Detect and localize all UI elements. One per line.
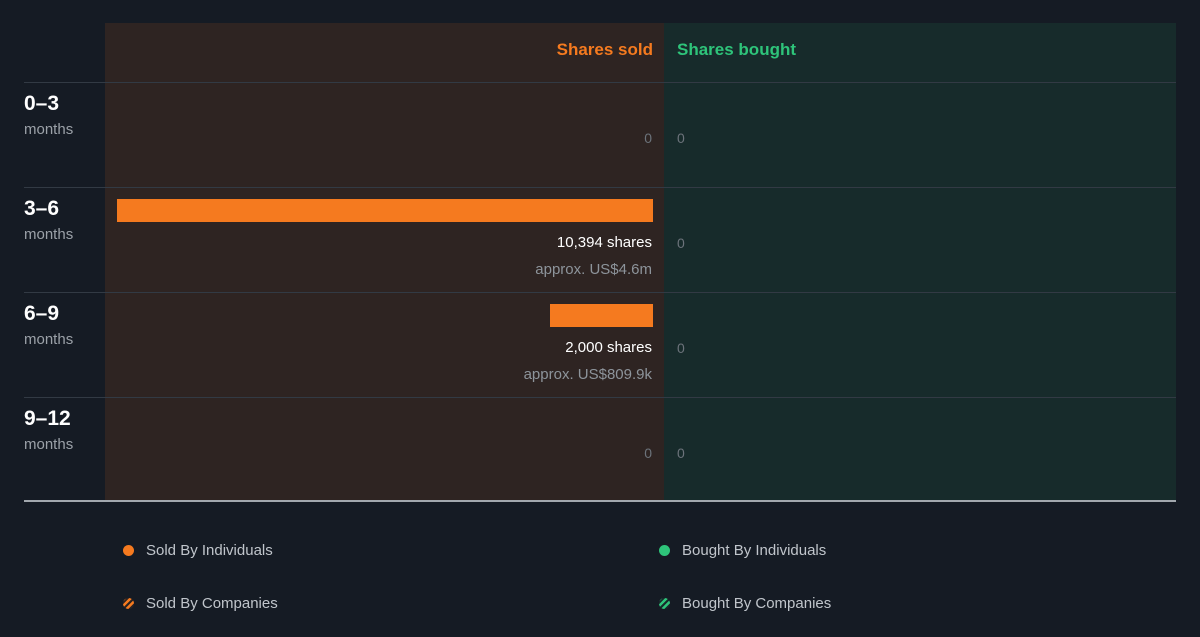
shares-bought-header: Shares bought: [677, 40, 797, 59]
period-unit: months: [24, 121, 74, 138]
sold-shares-label-3-6: 10,394 shares: [556, 234, 652, 251]
period-label-3-6: 3–6 months: [24, 196, 73, 244]
period-range: 6–9: [24, 302, 60, 325]
period-range: 0–3: [24, 92, 60, 115]
shares-sold-panel: [105, 23, 664, 501]
legend-label: Sold By Companies: [146, 595, 278, 612]
sold-bar-3-6: [117, 199, 653, 222]
period-unit: months: [24, 436, 74, 453]
legend-label: Bought By Individuals: [682, 542, 827, 559]
orange-dot-icon: [123, 545, 134, 556]
period-range: 9–12: [24, 407, 71, 430]
bought-value-0-3: 0: [677, 130, 685, 146]
sold-value-0-3: 0: [644, 130, 652, 146]
chart-baseline: [24, 500, 1176, 502]
legend-sold-by-companies: Sold By Companies: [123, 595, 278, 612]
legend-label: Bought By Companies: [682, 595, 832, 612]
row-divider: [24, 187, 1176, 188]
period-unit: months: [24, 226, 74, 243]
shares-bought-panel: [664, 23, 1176, 501]
period-label-9-12: 9–12 months: [24, 406, 73, 454]
green-dot-icon: [659, 545, 670, 556]
period-range: 3–6: [24, 197, 60, 220]
legend-bought-by-individuals: Bought By Individuals: [659, 542, 826, 559]
shares-sold-header: Shares sold: [556, 40, 653, 59]
legend-sold-by-individuals: Sold By Individuals: [123, 542, 273, 559]
legend-label: Sold By Individuals: [146, 542, 273, 559]
bought-value-3-6: 0: [677, 235, 685, 251]
row-divider: [24, 397, 1176, 398]
orange-striped-dot-icon: [123, 598, 134, 609]
bought-value-9-12: 0: [677, 445, 685, 461]
green-striped-dot-icon: [659, 598, 670, 609]
sold-bar-6-9: [550, 304, 653, 327]
period-label-6-9: 6–9 months: [24, 301, 73, 349]
bought-value-6-9: 0: [677, 340, 685, 356]
row-divider: [24, 292, 1176, 293]
row-divider: [24, 82, 1176, 83]
sold-value-9-12: 0: [644, 445, 652, 461]
sold-shares-label-6-9: 2,000 shares: [565, 339, 652, 356]
sold-approx-label-3-6: approx. US$4.6m: [535, 261, 652, 278]
period-label-0-3: 0–3 months: [24, 91, 73, 139]
legend-bought-by-companies: Bought By Companies: [659, 595, 831, 612]
sold-approx-label-6-9: approx. US$809.9k: [523, 366, 652, 383]
period-unit: months: [24, 331, 74, 348]
